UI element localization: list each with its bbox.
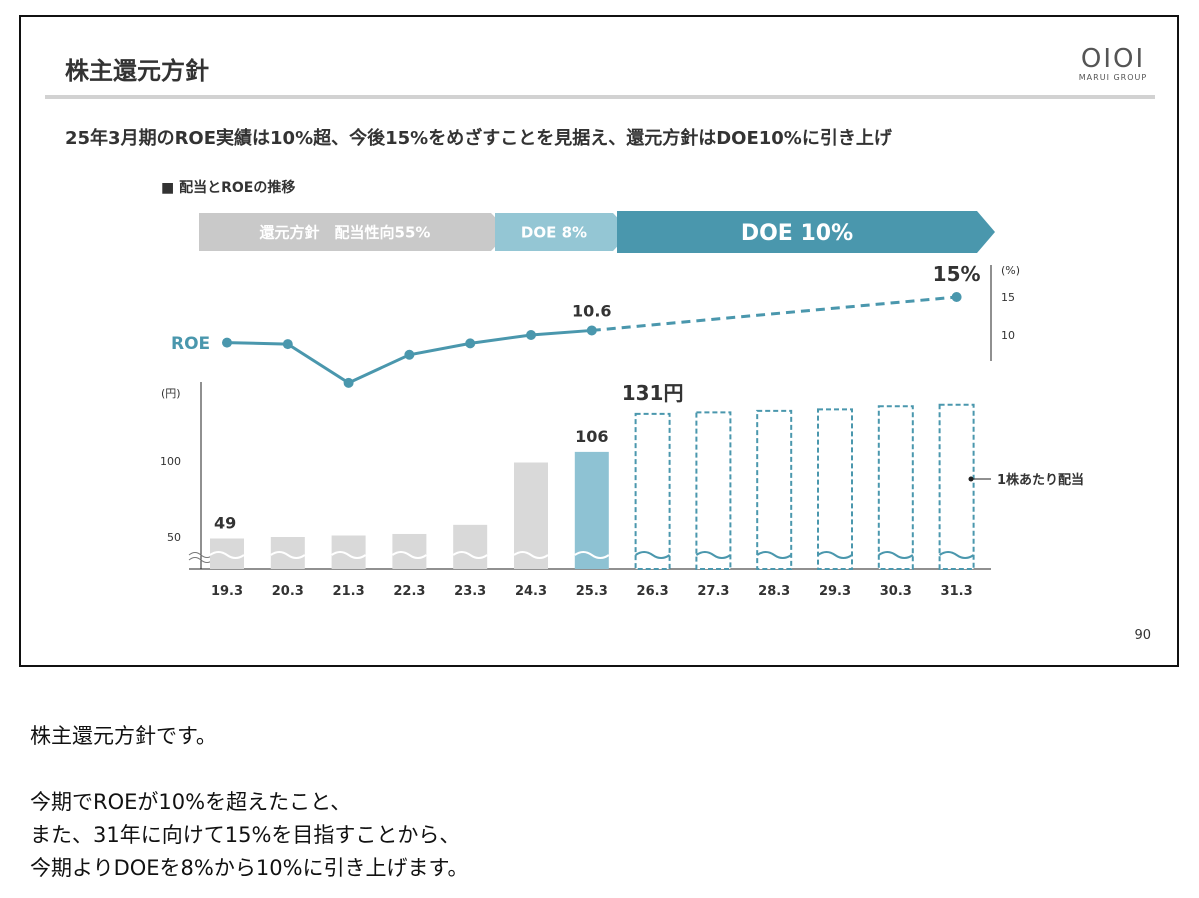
dividend-plan-bar bbox=[817, 408, 853, 570]
roe-axis-tick: 10 bbox=[1001, 329, 1015, 342]
narration-line: 今期でROEが10%を超えたこと、 bbox=[30, 790, 352, 814]
company-logo: OIOI MARUI GROUP bbox=[1073, 45, 1153, 82]
narration-line: また、31年に向けて15%を目指すことから、 bbox=[30, 823, 461, 847]
bar-break-wave bbox=[574, 551, 610, 559]
roe-point bbox=[526, 330, 536, 340]
policy-band-arrow bbox=[495, 213, 631, 251]
bar-break-wave bbox=[756, 551, 792, 559]
dividend-bar bbox=[210, 538, 244, 569]
x-tick-label: 26.3 bbox=[637, 584, 669, 599]
roe-point bbox=[951, 292, 962, 302]
roe-axis-unit: (%) bbox=[1001, 264, 1020, 277]
dividend-plan-bar bbox=[877, 405, 914, 570]
dividend-bar bbox=[453, 524, 488, 569]
policy-band-label: DOE 8% bbox=[521, 223, 587, 241]
narration-line: 今期よりDOEを8%から10%に引き上げます。 bbox=[30, 856, 469, 880]
bar-break-wave bbox=[635, 551, 671, 559]
narration-text: 株主還元方針です。 今期でROEが10%を超えたこと、 また、31年に向けて15… bbox=[30, 720, 468, 885]
logo-mark: OIOI bbox=[1080, 44, 1146, 74]
logo-text: MARUI GROUP bbox=[1078, 73, 1148, 82]
roe-data-label: 10.6 bbox=[572, 301, 611, 320]
x-tick-label: 20.3 bbox=[272, 584, 304, 599]
x-tick-label: 31.3 bbox=[941, 584, 973, 599]
title-divider bbox=[45, 95, 1155, 99]
policy-band-arrow bbox=[617, 211, 995, 253]
roe-axis-tick: 15 bbox=[1001, 291, 1015, 304]
policy-band-arrow bbox=[199, 213, 509, 251]
policy-band-label: 還元方針 配当性向55% bbox=[260, 223, 431, 241]
roe-point bbox=[586, 325, 597, 336]
axis-break-mark bbox=[188, 552, 214, 563]
bar-break-wave bbox=[391, 551, 427, 559]
dividend-bar bbox=[574, 451, 609, 569]
dividend-plan-bar bbox=[756, 409, 793, 570]
bar-axis-tick: 50 bbox=[167, 531, 181, 544]
x-tick-label: 30.3 bbox=[880, 584, 912, 599]
narration-line: 株主還元方針です。 bbox=[30, 724, 217, 748]
x-tick-label: 27.3 bbox=[697, 584, 729, 599]
x-tick-label: 23.3 bbox=[454, 584, 486, 599]
bar-break-wave bbox=[209, 551, 245, 559]
bar-break-wave bbox=[452, 551, 488, 559]
dividend-roe-chart: (円) 50 100 19.3 20.3 21.3 22.3 23.3 24.3 25.3 26.3… bbox=[160, 211, 1084, 599]
roe-point bbox=[465, 338, 476, 349]
bar-break-wave bbox=[695, 551, 731, 559]
x-tick-label: 19.3 bbox=[211, 584, 243, 599]
bar-break-wave bbox=[878, 551, 914, 559]
dividend-plan-bar bbox=[938, 403, 975, 571]
x-tick-label: 21.3 bbox=[333, 584, 365, 599]
policy-band-label: DOE 10% bbox=[741, 221, 853, 246]
bar-data-label: 49 bbox=[214, 514, 236, 533]
bar-break-wave bbox=[939, 551, 975, 559]
slide-title: 株主還元方針 bbox=[65, 57, 209, 85]
x-tick-label: 29.3 bbox=[819, 584, 851, 599]
x-tick-label: 25.3 bbox=[576, 584, 608, 599]
x-tick-label: 28.3 bbox=[758, 584, 790, 599]
bar-break-wave bbox=[270, 551, 306, 559]
roe-series-label: ROE bbox=[171, 334, 210, 354]
bar-legend-dot bbox=[968, 476, 974, 482]
page-number: 90 bbox=[1134, 628, 1151, 643]
roe-point bbox=[404, 349, 415, 360]
roe-data-label: 15% bbox=[933, 262, 981, 286]
bar-break-wave bbox=[513, 551, 549, 559]
dividend-plan-bar bbox=[634, 412, 671, 570]
bar-axis-unit: (円) bbox=[161, 387, 181, 400]
bar-legend-label: 1株あたり配当 bbox=[997, 472, 1084, 488]
bar-axis-tick: 100 bbox=[160, 455, 181, 468]
roe-projection-line bbox=[591, 295, 957, 332]
roe-point bbox=[282, 339, 293, 350]
slide-frame: 株主還元方針 OIOI MARUI GROUP 25年3月期のROE実績は10%… bbox=[19, 15, 1179, 667]
chart-heading: ■ 配当とROEの推移 bbox=[161, 180, 296, 196]
roe-point bbox=[222, 337, 232, 348]
headline: 25年3月期のROE実績は10%超、今後15%をめざすことを見据え、還元方針はD… bbox=[65, 128, 892, 149]
bar-break-wave bbox=[331, 551, 367, 559]
dividend-plan-bar bbox=[695, 411, 732, 570]
dividend-bar bbox=[514, 462, 548, 569]
bar-break-wave bbox=[817, 551, 853, 559]
roe-point bbox=[343, 377, 354, 388]
bar-data-label: 106 bbox=[575, 427, 608, 446]
x-tick-label: 24.3 bbox=[515, 584, 547, 599]
x-tick-label: 22.3 bbox=[393, 584, 425, 599]
bar-data-label: 131円 bbox=[622, 381, 684, 405]
